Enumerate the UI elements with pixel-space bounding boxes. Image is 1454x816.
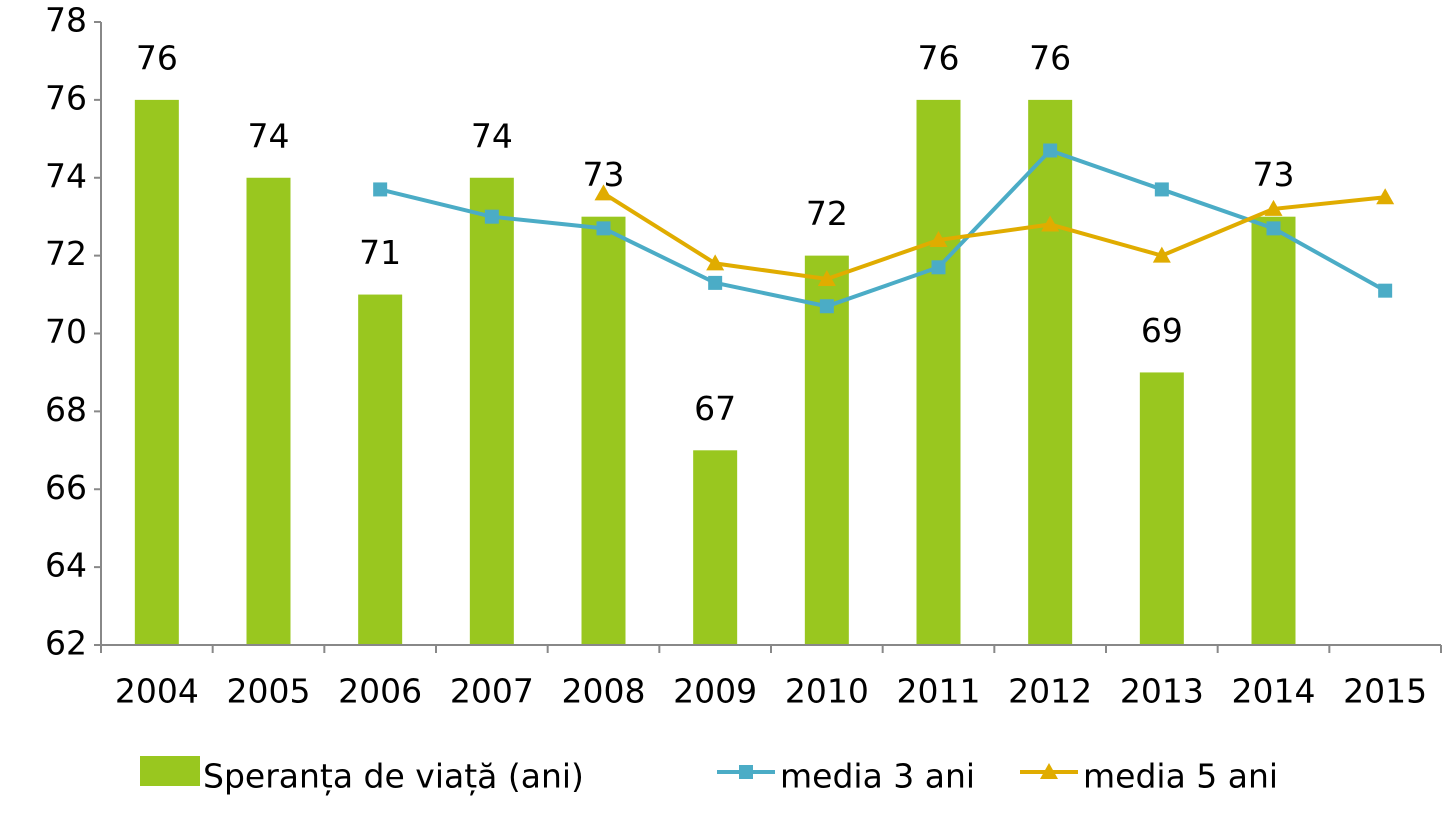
legend-swatch bbox=[140, 756, 200, 786]
x-tick-label: 2006 bbox=[338, 672, 422, 711]
bar bbox=[1139, 372, 1184, 645]
y-tick-label: 72 bbox=[45, 234, 87, 273]
x-tick-label: 2009 bbox=[673, 672, 757, 711]
y-tick-label: 64 bbox=[45, 546, 87, 585]
y-tick-label: 70 bbox=[45, 312, 87, 351]
data-label: 76 bbox=[918, 38, 960, 77]
data-label: 74 bbox=[248, 116, 290, 155]
marker bbox=[1152, 246, 1171, 263]
marker bbox=[373, 182, 388, 197]
marker bbox=[1376, 188, 1395, 205]
x-tick-label: 2013 bbox=[1120, 672, 1204, 711]
bar bbox=[1028, 99, 1073, 645]
data-label: 72 bbox=[806, 194, 848, 233]
data-label: 76 bbox=[1029, 38, 1071, 77]
x-tick-label: 2014 bbox=[1232, 672, 1316, 711]
x-tick-label: 2010 bbox=[785, 672, 869, 711]
y-tick-label: 78 bbox=[45, 1, 87, 40]
x-tick-label: 2004 bbox=[115, 672, 199, 711]
marker bbox=[1154, 182, 1169, 197]
marker bbox=[708, 275, 723, 290]
x-tick-label: 2012 bbox=[1008, 672, 1092, 711]
marker bbox=[1041, 215, 1060, 232]
line bbox=[602, 191, 1386, 282]
bar bbox=[469, 177, 514, 645]
x-tick-label: 2007 bbox=[450, 672, 534, 711]
legend-label: media 3 ani bbox=[780, 757, 975, 796]
marker bbox=[929, 231, 948, 248]
marker bbox=[594, 184, 613, 201]
y-tick-label: 74 bbox=[45, 156, 87, 195]
y-tick-label: 68 bbox=[45, 390, 87, 429]
data-label: 74 bbox=[471, 116, 513, 155]
legend-marker bbox=[739, 765, 753, 779]
data-label: 73 bbox=[1253, 155, 1295, 194]
legend-label: Speranța de viață (ani) bbox=[203, 757, 584, 797]
marker bbox=[819, 299, 834, 314]
bar bbox=[246, 177, 291, 645]
y-tick-label: 66 bbox=[45, 468, 87, 507]
x-tick-label: 2005 bbox=[227, 672, 311, 711]
data-label: 67 bbox=[694, 389, 736, 428]
bar bbox=[358, 294, 403, 645]
x-tick-label: 2008 bbox=[562, 672, 646, 711]
bar bbox=[693, 450, 738, 645]
marker bbox=[596, 221, 611, 236]
marker bbox=[484, 209, 499, 224]
marker bbox=[1043, 143, 1058, 158]
legend-label: media 5 ani bbox=[1083, 757, 1278, 796]
x-tick-label: 2011 bbox=[897, 672, 981, 711]
data-label: 69 bbox=[1141, 311, 1183, 350]
data-label: 76 bbox=[136, 38, 178, 77]
bar bbox=[804, 255, 849, 645]
bar bbox=[916, 99, 961, 645]
marker bbox=[706, 254, 725, 271]
legend-marker bbox=[1040, 763, 1058, 779]
y-tick-label: 76 bbox=[45, 78, 87, 117]
line bbox=[379, 148, 1387, 309]
y-tick-label: 62 bbox=[45, 624, 87, 663]
marker bbox=[1266, 221, 1281, 236]
data-label: 71 bbox=[359, 233, 401, 272]
marker bbox=[1264, 199, 1283, 216]
marker bbox=[931, 260, 946, 275]
marker bbox=[1378, 283, 1393, 298]
x-tick-label: 2015 bbox=[1343, 672, 1427, 711]
bar bbox=[1251, 216, 1296, 645]
marker bbox=[817, 269, 836, 286]
bar bbox=[134, 99, 179, 645]
bar bbox=[581, 216, 626, 645]
